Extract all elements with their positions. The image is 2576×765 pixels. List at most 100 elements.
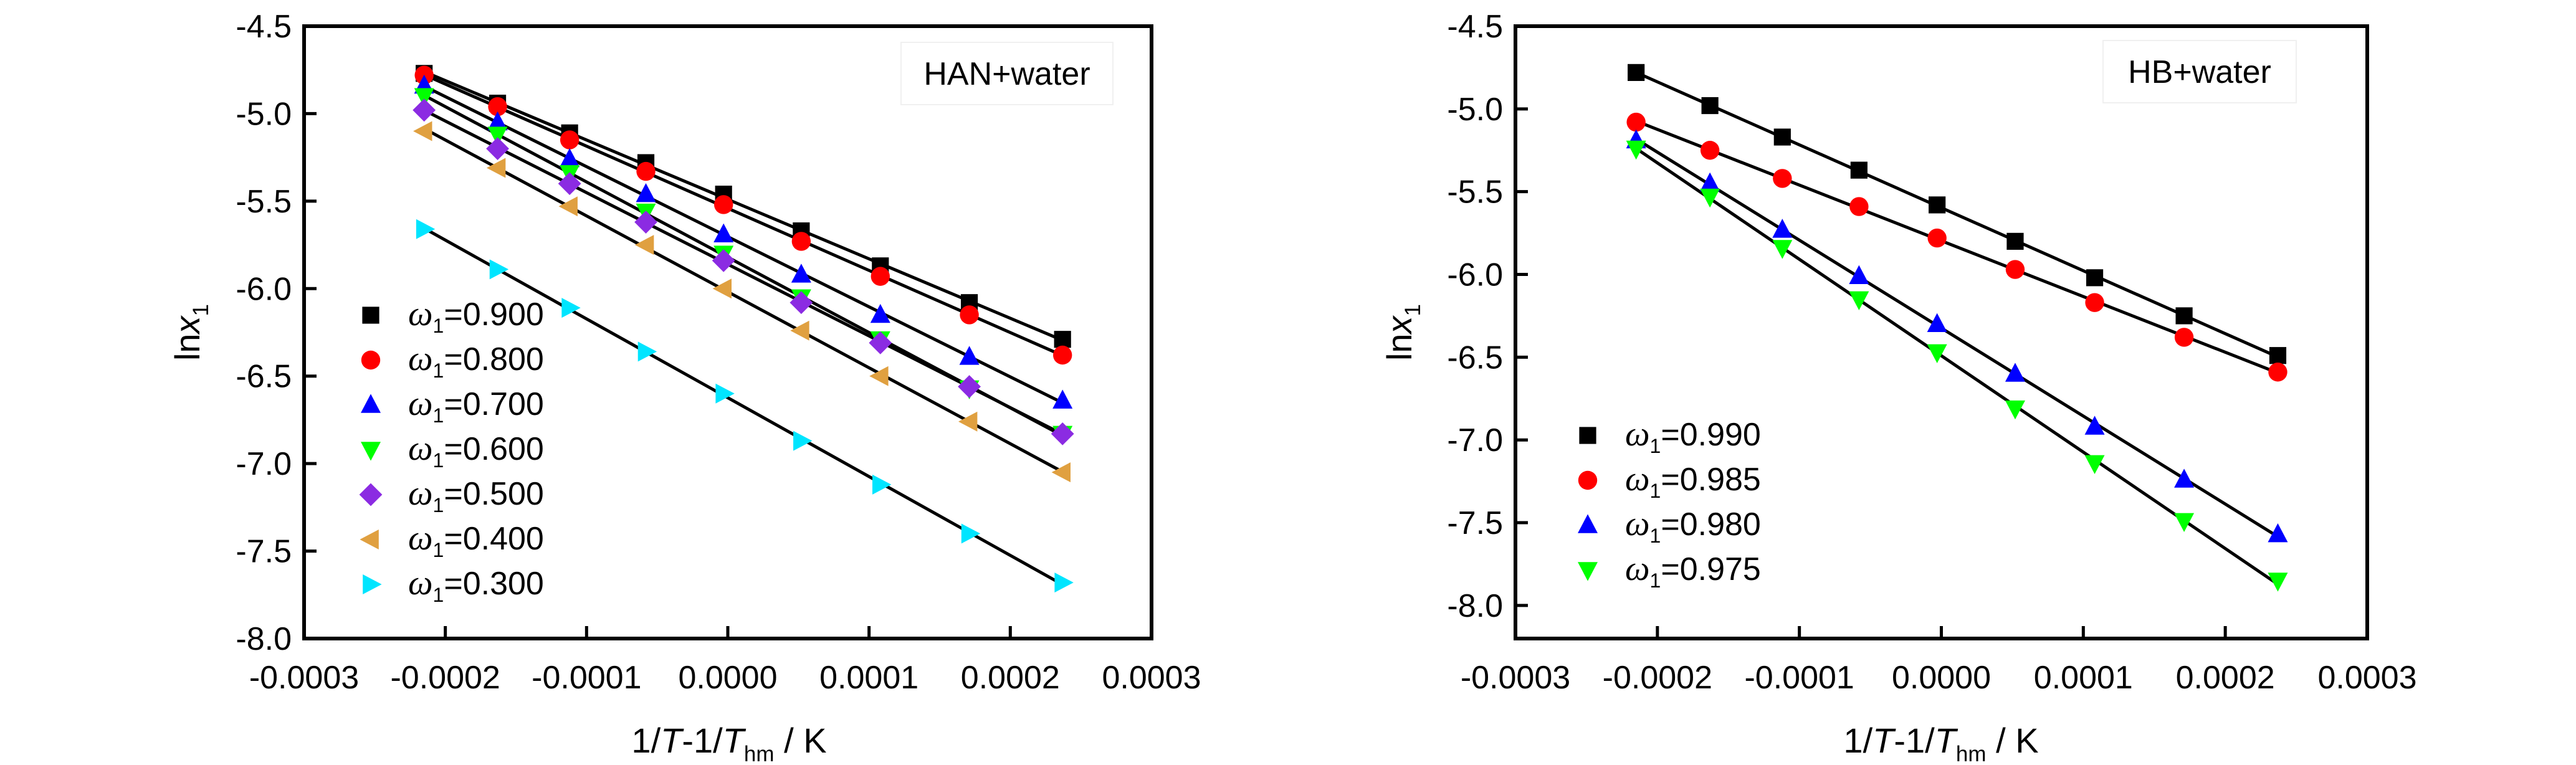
data-point [2005,400,2025,420]
data-point [959,346,980,365]
x-tick-label: -0.0001 [1744,660,1854,696]
data-point [558,196,578,217]
data-point [961,523,981,544]
data-point [714,195,733,214]
data-point [2268,573,2288,592]
y-tick-label: -7.0 [236,446,292,482]
legend-label: ω1=0.800 [408,340,544,382]
legend-marker [361,442,381,461]
data-point [790,320,809,341]
x-tick-label: 0.0000 [1892,660,1991,696]
legend-marker [360,530,379,549]
data-point [2006,232,2024,250]
panel-label-box [900,42,1114,105]
fit-line [423,73,1064,358]
data-point [1700,141,1720,160]
x-axis-title: 1/T-1/Thm / K [1843,721,2038,765]
data-point [2174,513,2195,532]
fit-line [1635,147,2279,586]
series-5 [413,121,1071,483]
x-axis-title: 1/T-1/Thm / K [631,721,826,765]
series-1 [414,65,1072,365]
legend-entry: ω1=0.980 [1578,505,1761,547]
data-point [1927,313,1947,333]
legend-marker [361,350,381,370]
data-point [560,148,580,168]
data-point [2086,269,2104,287]
legend-label: ω1=0.985 [1625,460,1761,502]
legend-label: ω1=0.990 [1625,415,1761,457]
data-point [1850,161,1868,179]
series-3 [1626,140,2288,592]
data-point [1628,64,1645,81]
data-point [2175,307,2193,325]
data-point [2174,468,2195,488]
data-point [1054,573,1074,593]
data-point [486,158,506,178]
panel-label: HB+water [2128,54,2271,90]
data-point [789,291,813,315]
data-point [637,341,657,362]
series-6 [416,219,1074,593]
x-tick-label: 0.0001 [2034,660,2133,696]
x-tick-label: 0.0003 [1102,660,1201,696]
legend-entry: ω1=0.400 [360,519,544,561]
data-point [634,235,654,255]
legend-entry: ω1=0.600 [361,429,544,472]
legend-entry: ω1=0.985 [1578,460,1761,502]
legend-marker [361,394,381,413]
fit-line [1635,138,2279,538]
data-point [870,303,890,323]
data-point [634,211,657,234]
y-tick-label: -6.5 [236,359,292,395]
data-point [1053,345,1072,365]
legend-label: ω1=0.300 [408,564,544,606]
y-tick-label: -8.0 [1447,588,1503,624]
data-point [2085,293,2104,312]
data-point [2005,363,2025,382]
data-point [487,111,508,131]
data-point [715,383,735,404]
data-point [2084,416,2105,435]
data-point [1052,389,1073,409]
legend-label: ω1=0.700 [408,384,544,427]
y-tick-label: -7.5 [1447,505,1503,541]
legend-marker [363,574,382,594]
data-point [1773,169,1792,188]
data-point [2084,455,2105,474]
fit-line [423,84,1064,404]
legend-label: ω1=0.980 [1625,505,1761,547]
legend-marker [1579,427,1596,444]
data-point [712,278,732,299]
data-point [488,97,507,116]
chart-panel-hb-water: -0.0003 -0.0002 -0.0001 0.0000 0.0001 0.0002 0… [1380,9,2417,765]
data-point [1849,197,1869,216]
data-point [713,223,734,243]
y-axis-title: lnx1 [1380,304,1425,361]
legend-marker [359,483,383,506]
legend-entry: ω1=0.300 [363,564,544,606]
y-tick-label: -6.5 [1447,340,1503,376]
x-tick-label: -0.0001 [532,660,641,696]
data-point [869,366,889,386]
data-point [1700,172,1720,192]
data-point [413,121,432,141]
y-tick-label: -5.5 [1447,174,1503,211]
data-point [489,259,509,280]
data-point [413,98,436,122]
legend-label: ω1=0.975 [1625,549,1761,592]
data-point [791,232,811,251]
data-point [1849,291,1869,310]
fit-line [1635,71,2279,359]
data-point [1054,331,1071,348]
legend-marker [1578,514,1598,533]
data-point [2268,363,2287,382]
data-point [872,474,892,495]
x-tick-label: -0.0003 [249,660,359,696]
y-tick-label: -4.5 [1447,9,1503,45]
data-point [791,264,811,283]
legend-label: ω1=0.600 [408,429,544,472]
data-point [558,172,581,196]
x-tick-label: 0.0003 [2317,660,2416,696]
